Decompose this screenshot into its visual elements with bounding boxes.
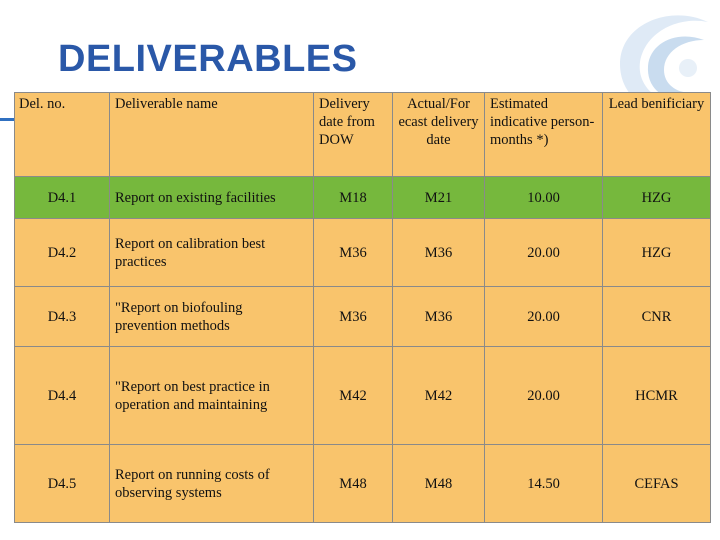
cell-lead: CEFAS: [602, 444, 711, 523]
table-header-row: Del. no. Deliverable name Delivery date …: [14, 92, 711, 177]
table-row: D4.2 Report on calibration best practice…: [14, 218, 711, 287]
cell-person-months: 14.50: [484, 444, 603, 523]
cell-deliverable-name: "Report on best practice in operation an…: [109, 346, 314, 445]
cell-deliverable-name: "Report on biofouling prevention methods: [109, 286, 314, 347]
cell-delivery-date: M48: [313, 444, 393, 523]
header-deliverable-name: Deliverable name: [109, 92, 314, 177]
cell-lead: CNR: [602, 286, 711, 347]
cell-del-no: D4.4: [14, 346, 110, 445]
cell-delivery-date: M36: [313, 286, 393, 347]
cell-person-months: 20.00: [484, 286, 603, 347]
cell-actual-date: M21: [392, 176, 485, 219]
cell-del-no: D4.5: [14, 444, 110, 523]
cell-actual-date: M36: [392, 286, 485, 347]
cell-del-no: D4.1: [14, 176, 110, 219]
header-delivery-date: Delivery date from DOW: [313, 92, 393, 177]
table-row: D4.5 Report on running costs of observin…: [14, 444, 711, 523]
cell-actual-date: M36: [392, 218, 485, 287]
table-row: D4.1 Report on existing facilities M18 M…: [14, 176, 711, 219]
deliverables-table: Del. no. Deliverable name Delivery date …: [14, 92, 711, 523]
header-person-months: Estimated indicative person-months *): [484, 92, 603, 177]
header-lead-beneficiary: Lead benificiary: [602, 92, 711, 177]
cell-delivery-date: M42: [313, 346, 393, 445]
header-actual-forecast-date: Actual/For ecast delivery date: [392, 92, 485, 177]
table-row: D4.4 "Report on best practice in operati…: [14, 346, 711, 445]
cell-del-no: D4.3: [14, 286, 110, 347]
cell-del-no: D4.2: [14, 218, 110, 287]
swirl-logo-icon: [620, 15, 708, 115]
cell-person-months: 10.00: [484, 176, 603, 219]
header-del-no: Del. no.: [14, 92, 110, 177]
page-title: DELIVERABLES: [58, 38, 358, 80]
cell-deliverable-name: Report on existing facilities: [109, 176, 314, 219]
cell-deliverable-name: Report on calibration best practices: [109, 218, 314, 287]
cell-person-months: 20.00: [484, 346, 603, 445]
cell-person-months: 20.00: [484, 218, 603, 287]
table-row: D4.3 "Report on biofouling prevention me…: [14, 286, 711, 347]
cell-lead: HZG: [602, 218, 711, 287]
cell-deliverable-name: Report on running costs of observing sys…: [109, 444, 314, 523]
accent-bar: [0, 118, 14, 121]
cell-delivery-date: M36: [313, 218, 393, 287]
cell-actual-date: M48: [392, 444, 485, 523]
cell-lead: HCMR: [602, 346, 711, 445]
cell-delivery-date: M18: [313, 176, 393, 219]
cell-lead: HZG: [602, 176, 711, 219]
cell-actual-date: M42: [392, 346, 485, 445]
